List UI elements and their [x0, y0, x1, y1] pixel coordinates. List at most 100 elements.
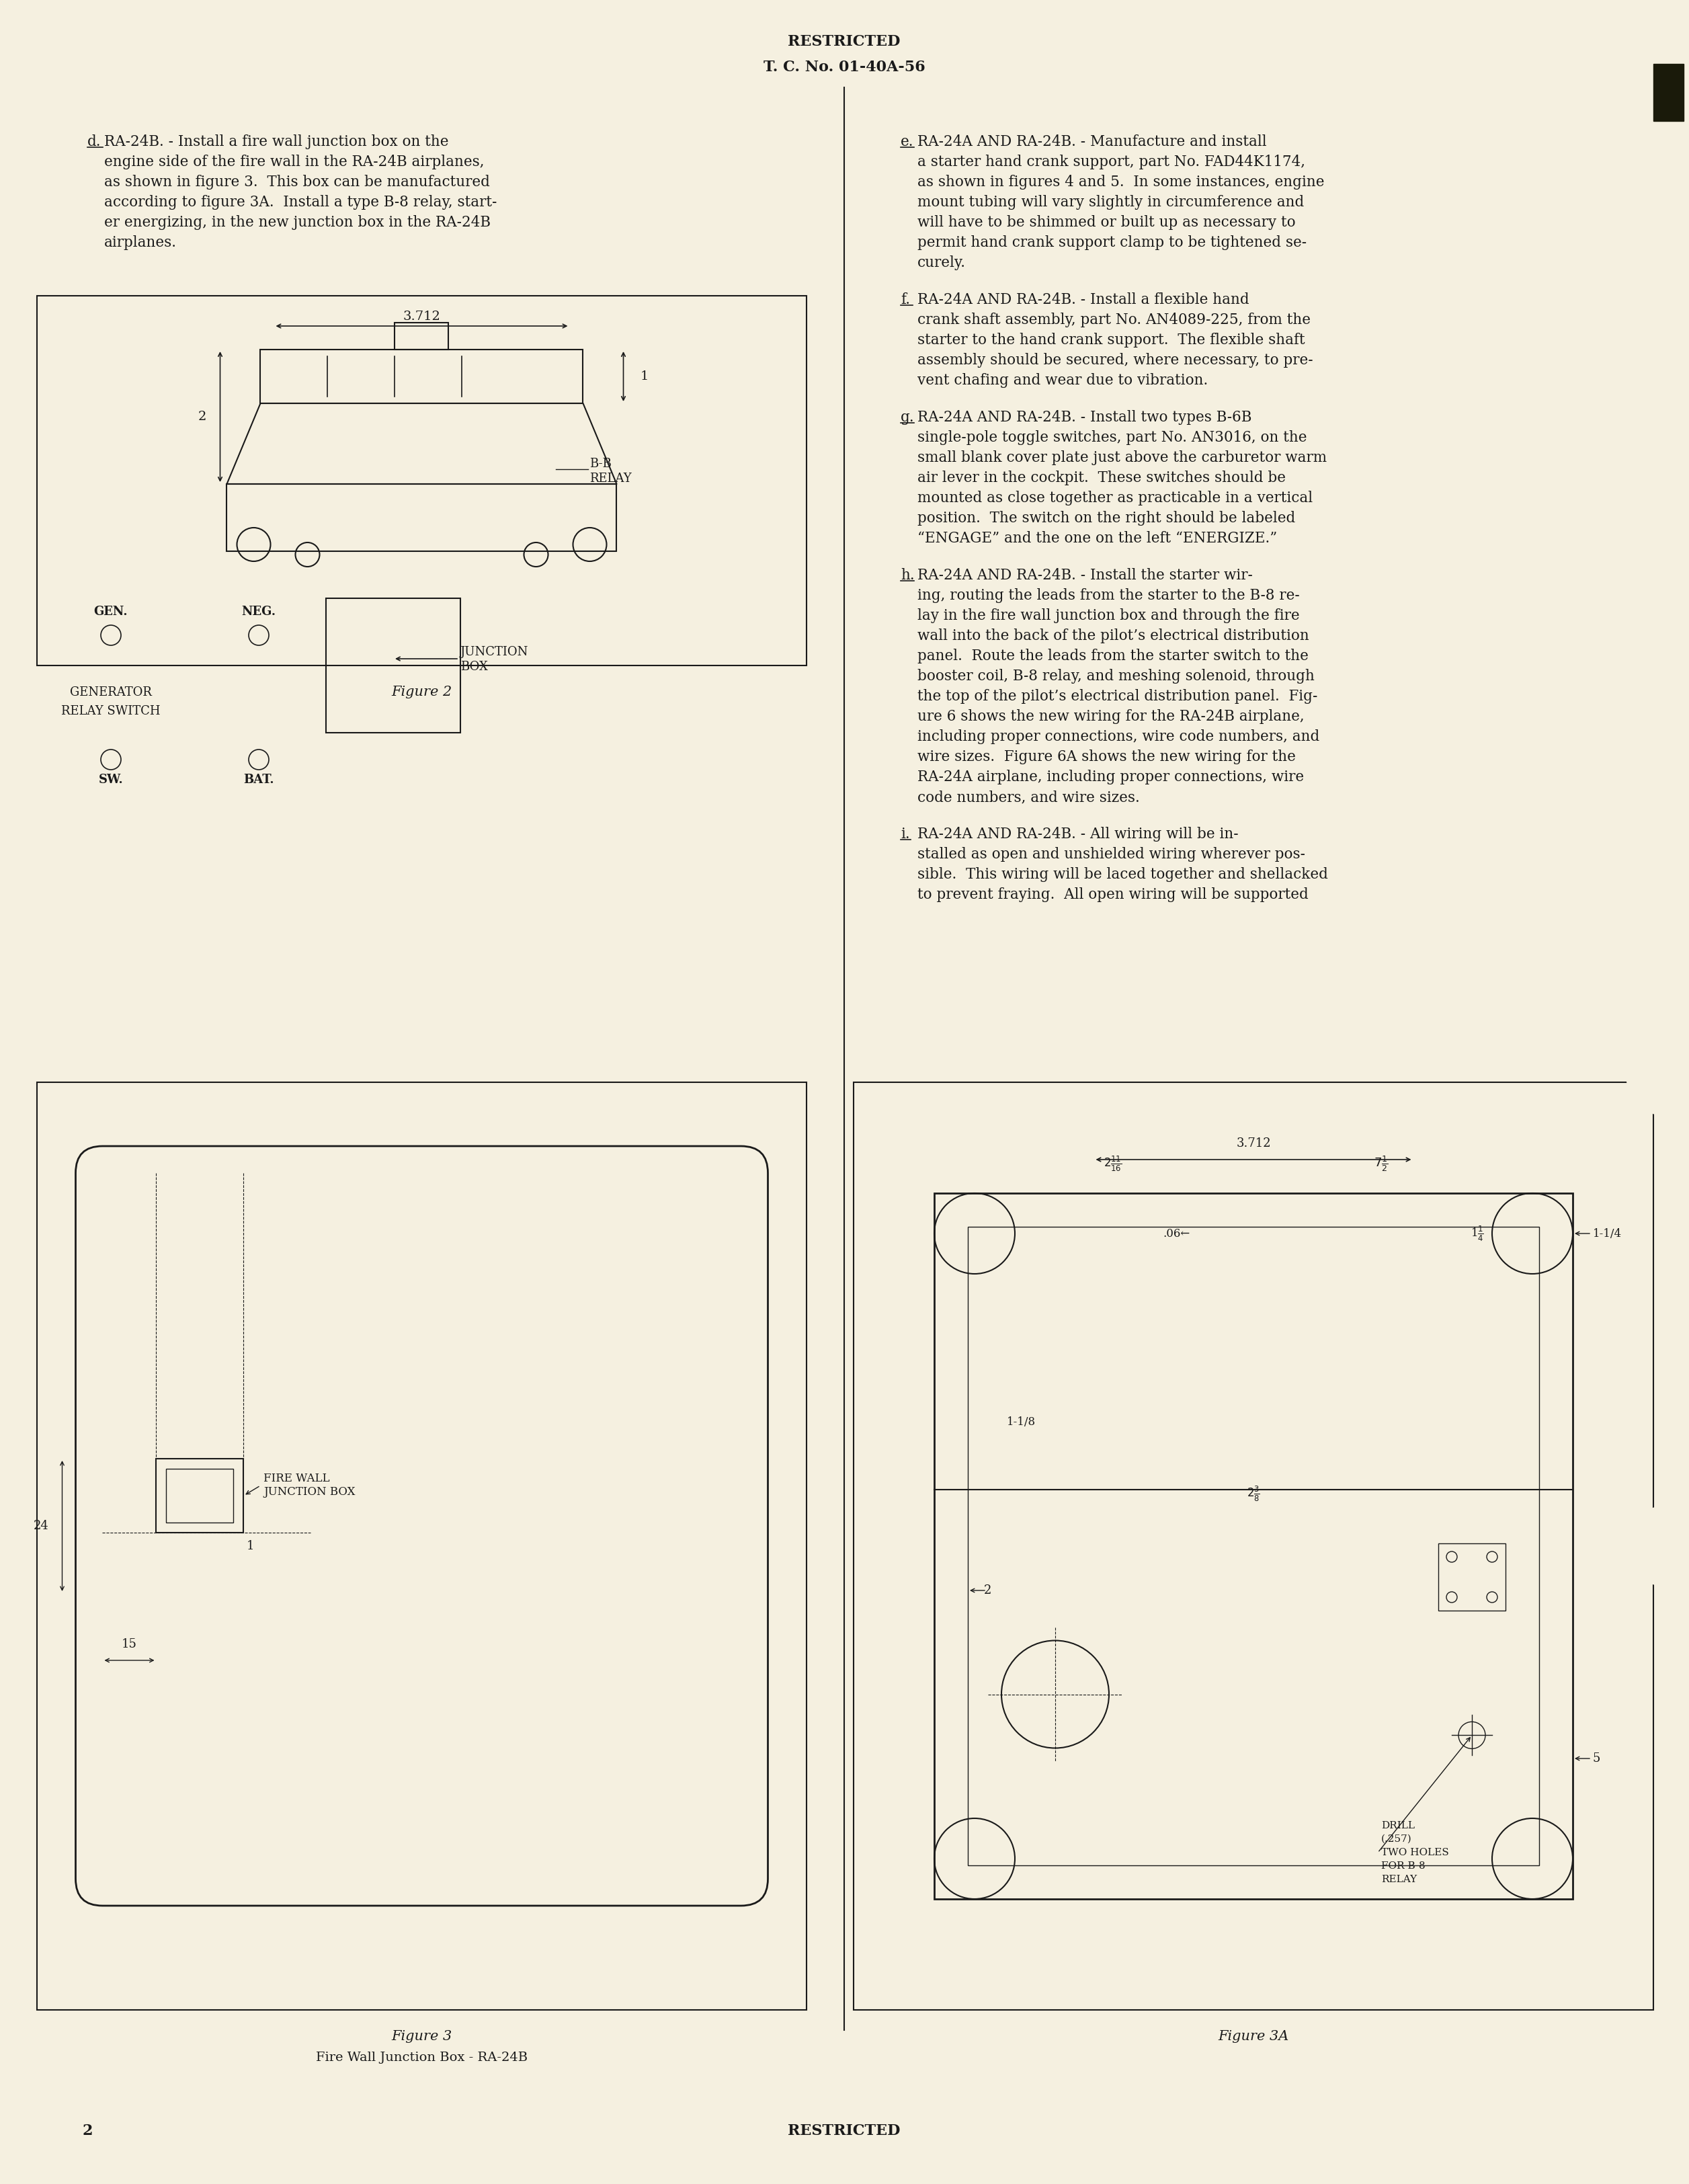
- Text: crank shaft assembly, part No. AN4089-225, from the: crank shaft assembly, part No. AN4089-22…: [917, 312, 1311, 328]
- Bar: [226, 485, 616, 550]
- Text: vent chafing and wear due to vibration.: vent chafing and wear due to vibration.: [917, 373, 1208, 389]
- Text: Figure 2: Figure 2: [392, 686, 453, 699]
- Text: 1-1/8: 1-1/8: [1007, 1417, 1035, 1428]
- Text: g.: g.: [900, 411, 914, 426]
- Bar: [326, 598, 461, 732]
- Text: 15: 15: [122, 1638, 137, 1651]
- Text: TWO HOLES: TWO HOLES: [1382, 1848, 1449, 1856]
- Text: curely.: curely.: [917, 256, 966, 271]
- Text: 24: 24: [34, 1520, 49, 1531]
- Text: engine side of the fire wall in the RA-24B airplanes,: engine side of the fire wall in the RA-2…: [105, 155, 485, 170]
- Text: BAT.: BAT.: [243, 773, 274, 786]
- Text: “ENGAGE” and the one on the left “ENERGIZE.”: “ENGAGE” and the one on the left “ENERGI…: [917, 531, 1277, 546]
- Text: a starter hand crank support, part No. FAD44K1174,: a starter hand crank support, part No. F…: [917, 155, 1306, 170]
- Text: ure 6 shows the new wiring for the RA-24B airplane,: ure 6 shows the new wiring for the RA-24…: [917, 710, 1304, 723]
- Text: $7\frac{1}{2}$: $7\frac{1}{2}$: [1373, 1155, 1388, 1173]
- Text: ing, routing the leads from the starter to the B-8 re-: ing, routing the leads from the starter …: [917, 587, 1299, 603]
- Bar: [37, 1083, 807, 2009]
- Text: assembly should be secured, where necessary, to pre-: assembly should be secured, where necess…: [917, 354, 1312, 367]
- Text: JUNCTION: JUNCTION: [461, 646, 529, 657]
- Text: the top of the pilot’s electrical distribution panel.  Fig-: the top of the pilot’s electrical distri…: [917, 688, 1317, 703]
- Circle shape: [1627, 1505, 1689, 1586]
- Text: 3.712: 3.712: [1236, 1138, 1270, 1149]
- Text: h.: h.: [900, 568, 914, 583]
- Text: 1: 1: [640, 371, 649, 382]
- Text: RESTRICTED: RESTRICTED: [787, 35, 900, 48]
- Text: according to figure 3A.  Install a type B-8 relay, start-: according to figure 3A. Install a type B…: [105, 194, 497, 210]
- Text: RA-24B. - Install a fire wall junction box on the: RA-24B. - Install a fire wall junction b…: [105, 135, 449, 149]
- Bar: [1654, 63, 1684, 120]
- Bar: [395, 323, 449, 349]
- Text: wall into the back of the pilot’s electrical distribution: wall into the back of the pilot’s electr…: [917, 629, 1309, 644]
- Text: FIRE WALL: FIRE WALL: [263, 1474, 329, 1485]
- Text: RA-24A AND RA-24B. - All wiring will be in-: RA-24A AND RA-24B. - All wiring will be …: [917, 828, 1238, 841]
- Text: NEG.: NEG.: [242, 605, 275, 618]
- Circle shape: [1627, 631, 1689, 712]
- Text: f.: f.: [900, 293, 910, 308]
- Text: to prevent fraying.  All open wiring will be supported: to prevent fraying. All open wiring will…: [917, 887, 1309, 902]
- Text: mounted as close together as practicable in a vertical: mounted as close together as practicable…: [917, 491, 1312, 505]
- Bar: [853, 1083, 1654, 2009]
- Text: RA-24A AND RA-24B. - Install two types B-6B: RA-24A AND RA-24B. - Install two types B…: [917, 411, 1252, 426]
- Text: 1: 1: [247, 1540, 255, 1553]
- Text: $2\frac{11}{16}$: $2\frac{11}{16}$: [1105, 1155, 1121, 1173]
- Text: RA-24A airplane, including proper connections, wire: RA-24A airplane, including proper connec…: [917, 769, 1304, 784]
- Text: including proper connections, wire code numbers, and: including proper connections, wire code …: [917, 729, 1319, 745]
- Text: RELAY SWITCH: RELAY SWITCH: [61, 705, 160, 716]
- Text: d.: d.: [88, 135, 101, 149]
- Bar: [260, 349, 583, 404]
- Text: booster coil, B-8 relay, and meshing solenoid, through: booster coil, B-8 relay, and meshing sol…: [917, 668, 1314, 684]
- Text: starter to the hand crank support.  The flexible shaft: starter to the hand crank support. The f…: [917, 332, 1306, 347]
- Text: as shown in figures 4 and 5.  In some instances, engine: as shown in figures 4 and 5. In some ins…: [917, 175, 1324, 190]
- Bar: [934, 1192, 1572, 1898]
- Text: 1-1/4: 1-1/4: [1593, 1227, 1621, 1238]
- Text: lay in the fire wall junction box and through the fire: lay in the fire wall junction box and th…: [917, 609, 1299, 622]
- Text: T. C. No. 01-40A-56: T. C. No. 01-40A-56: [763, 59, 926, 74]
- Bar: [968, 1227, 1539, 1865]
- Text: stalled as open and unshielded wiring wherever pos-: stalled as open and unshielded wiring wh…: [917, 847, 1306, 863]
- Text: Figure 3: Figure 3: [392, 2031, 453, 2042]
- Text: panel.  Route the leads from the starter switch to the: panel. Route the leads from the starter …: [917, 649, 1309, 664]
- Text: RA-24A AND RA-24B. - Manufacture and install: RA-24A AND RA-24B. - Manufacture and ins…: [917, 135, 1267, 149]
- Text: Fire Wall Junction Box - RA-24B: Fire Wall Junction Box - RA-24B: [316, 2051, 527, 2064]
- Text: sible.  This wiring will be laced together and shellacked: sible. This wiring will be laced togethe…: [917, 867, 1328, 882]
- Text: RESTRICTED: RESTRICTED: [787, 2123, 900, 2138]
- Text: BOX: BOX: [461, 662, 488, 673]
- Text: airplanes.: airplanes.: [105, 236, 177, 249]
- Text: single-pole toggle switches, part No. AN3016, on the: single-pole toggle switches, part No. AN…: [917, 430, 1307, 446]
- Text: Figure 3A: Figure 3A: [1218, 2031, 1289, 2042]
- Text: will have to be shimmed or built up as necessary to: will have to be shimmed or built up as n…: [917, 214, 1295, 229]
- Text: .06←: .06←: [1164, 1227, 1191, 1238]
- Text: 2: 2: [985, 1583, 991, 1597]
- Text: code numbers, and wire sizes.: code numbers, and wire sizes.: [917, 791, 1140, 804]
- Text: e.: e.: [900, 135, 914, 149]
- Text: 2: 2: [198, 411, 206, 424]
- Text: er energizing, in the new junction box in the RA-24B: er energizing, in the new junction box i…: [105, 214, 490, 229]
- Text: RELAY: RELAY: [589, 472, 632, 485]
- Text: GENERATOR: GENERATOR: [69, 686, 152, 699]
- Text: small blank cover plate just above the carburetor warm: small blank cover plate just above the c…: [917, 450, 1328, 465]
- Text: 1$\frac{1}{4}$: 1$\frac{1}{4}$: [1469, 1225, 1483, 1243]
- Bar: [1439, 1544, 1505, 1610]
- Text: position.  The switch on the right should be labeled: position. The switch on the right should…: [917, 511, 1295, 526]
- Text: as shown in figure 3.  This box can be manufactured: as shown in figure 3. This box can be ma…: [105, 175, 490, 190]
- Text: 2: 2: [83, 2123, 93, 2138]
- Bar: [166, 1470, 233, 1522]
- Text: 5: 5: [1593, 1752, 1601, 1765]
- Bar: [157, 1459, 243, 1533]
- Text: JUNCTION BOX: JUNCTION BOX: [263, 1487, 356, 1498]
- Text: FOR B-8: FOR B-8: [1382, 1861, 1426, 1872]
- Text: SW.: SW.: [98, 773, 123, 786]
- Text: air lever in the cockpit.  These switches should be: air lever in the cockpit. These switches…: [917, 470, 1285, 485]
- Text: $2\frac{3}{8}$: $2\frac{3}{8}$: [1246, 1485, 1260, 1503]
- Bar: [37, 295, 807, 666]
- Text: 3.712: 3.712: [404, 310, 441, 323]
- Text: permit hand crank support clamp to be tightened se-: permit hand crank support clamp to be ti…: [917, 236, 1307, 249]
- Text: RA-24A AND RA-24B. - Install a flexible hand: RA-24A AND RA-24B. - Install a flexible …: [917, 293, 1250, 308]
- Text: GEN.: GEN.: [95, 605, 128, 618]
- Text: (.257): (.257): [1382, 1835, 1412, 1843]
- Text: mount tubing will vary slightly in circumference and: mount tubing will vary slightly in circu…: [917, 194, 1304, 210]
- Text: i.: i.: [900, 828, 910, 841]
- Text: B-B: B-B: [589, 459, 611, 470]
- Text: DRILL: DRILL: [1382, 1821, 1415, 1830]
